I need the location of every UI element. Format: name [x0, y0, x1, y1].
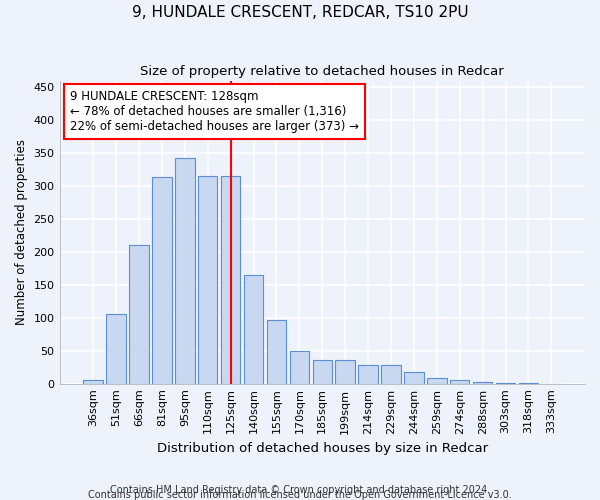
Bar — [175, 158, 194, 384]
Text: Contains HM Land Registry data © Crown copyright and database right 2024.: Contains HM Land Registry data © Crown c… — [110, 485, 490, 495]
Bar — [358, 364, 378, 384]
Bar — [83, 380, 103, 384]
Bar — [335, 360, 355, 384]
Text: 9, HUNDALE CRESCENT, REDCAR, TS10 2PU: 9, HUNDALE CRESCENT, REDCAR, TS10 2PU — [131, 5, 469, 20]
Bar — [427, 378, 446, 384]
Title: Size of property relative to detached houses in Redcar: Size of property relative to detached ho… — [140, 65, 504, 78]
Text: Contains public sector information licensed under the Open Government Licence v3: Contains public sector information licen… — [88, 490, 512, 500]
Bar — [152, 178, 172, 384]
Bar — [290, 350, 309, 384]
Bar — [198, 176, 217, 384]
Bar — [404, 372, 424, 384]
Bar — [473, 382, 493, 384]
Bar — [221, 176, 241, 384]
Bar — [129, 246, 149, 384]
Bar — [450, 380, 469, 384]
Bar — [244, 275, 263, 384]
Bar — [381, 364, 401, 384]
Bar — [313, 360, 332, 384]
Bar — [496, 383, 515, 384]
Bar — [106, 314, 126, 384]
Text: 9 HUNDALE CRESCENT: 128sqm
← 78% of detached houses are smaller (1,316)
22% of s: 9 HUNDALE CRESCENT: 128sqm ← 78% of deta… — [70, 90, 359, 132]
Bar — [519, 383, 538, 384]
Bar — [267, 320, 286, 384]
X-axis label: Distribution of detached houses by size in Redcar: Distribution of detached houses by size … — [157, 442, 488, 455]
Y-axis label: Number of detached properties: Number of detached properties — [15, 139, 28, 325]
